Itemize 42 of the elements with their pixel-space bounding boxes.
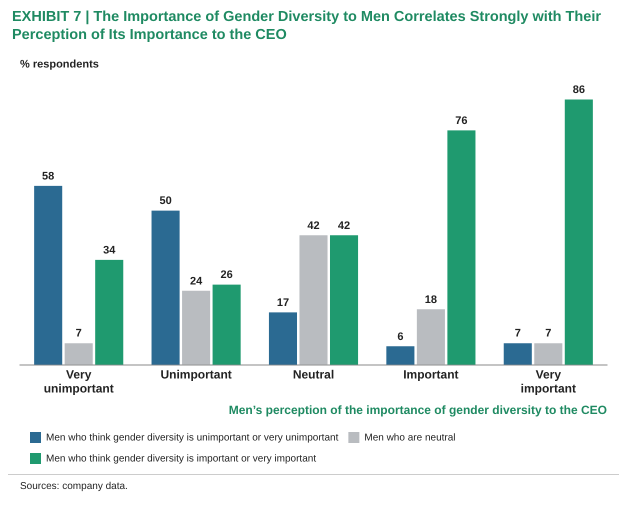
bar	[152, 210, 180, 365]
bar	[268, 312, 298, 365]
data-label: 7	[545, 328, 552, 340]
bar	[330, 235, 358, 365]
bar	[447, 130, 476, 365]
bar	[34, 186, 62, 365]
data-label: 7	[76, 328, 82, 340]
data-label: 34	[103, 244, 116, 256]
data-label: 58	[42, 170, 54, 182]
data-label: 50	[159, 195, 172, 208]
data-label: 76	[455, 114, 468, 127]
data-label: 6	[397, 330, 404, 343]
legend-label: Men who are neutral	[364, 432, 456, 444]
legend-label: Men who think gender diversity is important or very important	[46, 453, 316, 464]
data-label: 17	[276, 296, 290, 309]
x-axis-title: Men’s perception of the importance of gender diversity to the CEO	[228, 403, 607, 418]
bar	[299, 235, 328, 365]
source-note: Sources: company data.	[8, 474, 619, 492]
x-tick-label: Very important	[520, 367, 576, 396]
bar	[212, 284, 241, 365]
chart-title: EXHIBIT 7 | The Importance of Gender Diversity to Men Correlates Strongly with Their Perception of Its Importance to the CEO	[11, 8, 602, 44]
bar	[504, 343, 532, 365]
data-label: 86	[572, 84, 585, 96]
bar	[564, 100, 593, 365]
bar	[386, 346, 414, 365]
data-label: 26	[220, 269, 233, 282]
bar	[182, 290, 210, 365]
x-tick-label: Very unimportant	[44, 367, 114, 396]
bar	[95, 260, 124, 365]
data-label: 42	[307, 220, 320, 232]
bar	[416, 309, 445, 365]
y-axis-title: % respondents	[20, 58, 99, 71]
legend-label: Men who think gender diversity is unimportant or very unimportant	[46, 432, 339, 444]
data-label: 24	[190, 275, 204, 288]
data-label: 42	[338, 220, 350, 232]
bar	[64, 343, 93, 365]
x-tick-label: Unimportant	[160, 367, 232, 382]
data-label: 18	[424, 294, 438, 306]
x-tick-label: Important	[403, 367, 459, 382]
x-tick-label: Neutral	[292, 367, 334, 382]
bar	[534, 343, 562, 365]
data-label: 7	[514, 328, 521, 340]
